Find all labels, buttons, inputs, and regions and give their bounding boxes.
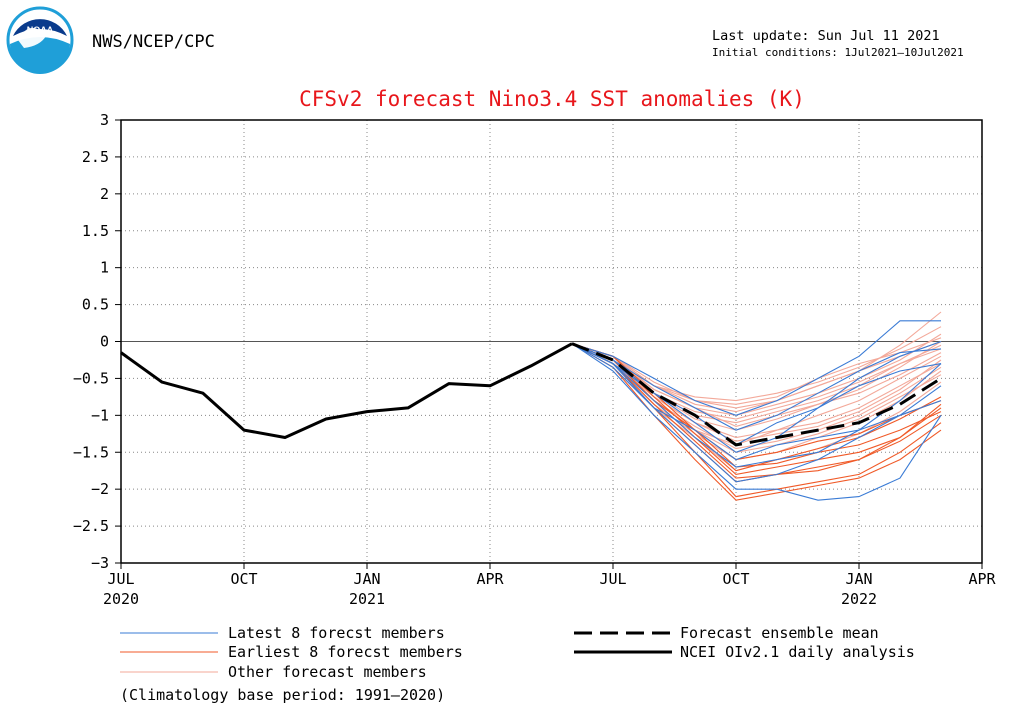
ensemble-mean-line [571,342,942,447]
forecast-member-earliest [571,343,942,475]
x-tick-year-label: 2021 [349,590,385,608]
legend-label-latest: Latest 8 forecst members [228,624,445,642]
x-tick-label: APR [968,570,996,588]
x-tick-year-label: 2020 [103,590,139,608]
forecast-member-latest [571,343,942,446]
noaa-logo-text: NOAA [27,25,54,35]
forecast-member-earliest [571,343,942,479]
agency-label: NWS/NCEP/CPC [92,32,215,52]
forecast-member-earliest [571,343,942,472]
legend-item-observed: NCEI OIv2.1 daily analysis [574,643,915,661]
forecast-member-latest [571,343,942,501]
x-tick-label: OCT [230,570,257,588]
y-tick-label: 2.5 [82,148,109,166]
initial-conditions: Initial conditions: 1Jul2021—10Jul2021 [712,46,964,59]
x-tick-label: APR [476,570,504,588]
forecast-member-latest [571,343,942,431]
x-tick-label: JUL [599,570,626,588]
x-tick-label: JAN [845,570,872,588]
legend-item-mean: Forecast ensemble mean [574,624,879,642]
x-tick-label: OCT [722,570,749,588]
legend-label-other: Other forecast members [228,663,427,681]
y-tick-label: 3 [100,111,109,129]
legend-item-latest: Latest 8 forecst members [120,624,445,642]
forecast-member-earliest [571,343,942,501]
forecast-member-other [571,337,942,405]
plot-area [120,119,983,564]
y-tick-label: 1 [100,259,109,277]
y-tick-label: 0.5 [82,296,109,314]
y-axis: 3 2.5 2 1.5 1 0.5 0 −0.5 −1 −1.5 −2 −2.5 −3 [73,111,121,572]
forecast-member-latest [571,343,942,483]
y-tick-label: 0 [100,333,109,351]
forecast-member-other [571,343,942,472]
y-tick-label: −3 [91,554,109,572]
legend-label-mean: Forecast ensemble mean [680,624,879,642]
y-tick-label: −2.5 [73,517,109,535]
y-tick-label: 2 [100,185,109,203]
chart-title: CFSv2 forecast Nino3.4 SST anomalies (K) [299,87,805,111]
legend-label-observed: NCEI OIv2.1 daily analysis [680,643,915,661]
y-tick-label: 1.5 [82,222,109,240]
x-tick-year-label: 2022 [841,590,877,608]
forecast-member-latest [571,343,942,468]
climatology-note: (Climatology base period: 1991—2020) [120,686,445,704]
y-tick-label: −2 [91,480,109,498]
observed-line [120,342,573,439]
x-tick-label: JUL [107,570,134,588]
legend-item-earliest: Earliest 8 forecst members [120,643,463,661]
forecast-member-other [571,343,942,453]
x-tick-label: JAN [353,570,380,588]
noaa-logo: NOAA [6,6,74,74]
y-tick-label: −1.5 [73,443,109,461]
forecast-member-latest [571,340,942,453]
legend-label-earliest: Earliest 8 forecst members [228,643,463,661]
forecast-member-latest [571,320,941,416]
last-update: Last update: Sun Jul 11 2021 [712,28,940,44]
legend-item-other: Other forecast members [120,663,427,681]
legend: Latest 8 forecst members Earliest 8 fore… [120,624,915,681]
x-axis: JUL 2020 OCT JAN 2021 APR JUL OCT JAN 2022 APR [103,563,997,608]
y-tick-label: −1 [91,406,109,424]
forecast-member-other [571,343,942,442]
forecast-member-latest [571,343,942,461]
y-tick-label: −0.5 [73,369,109,387]
